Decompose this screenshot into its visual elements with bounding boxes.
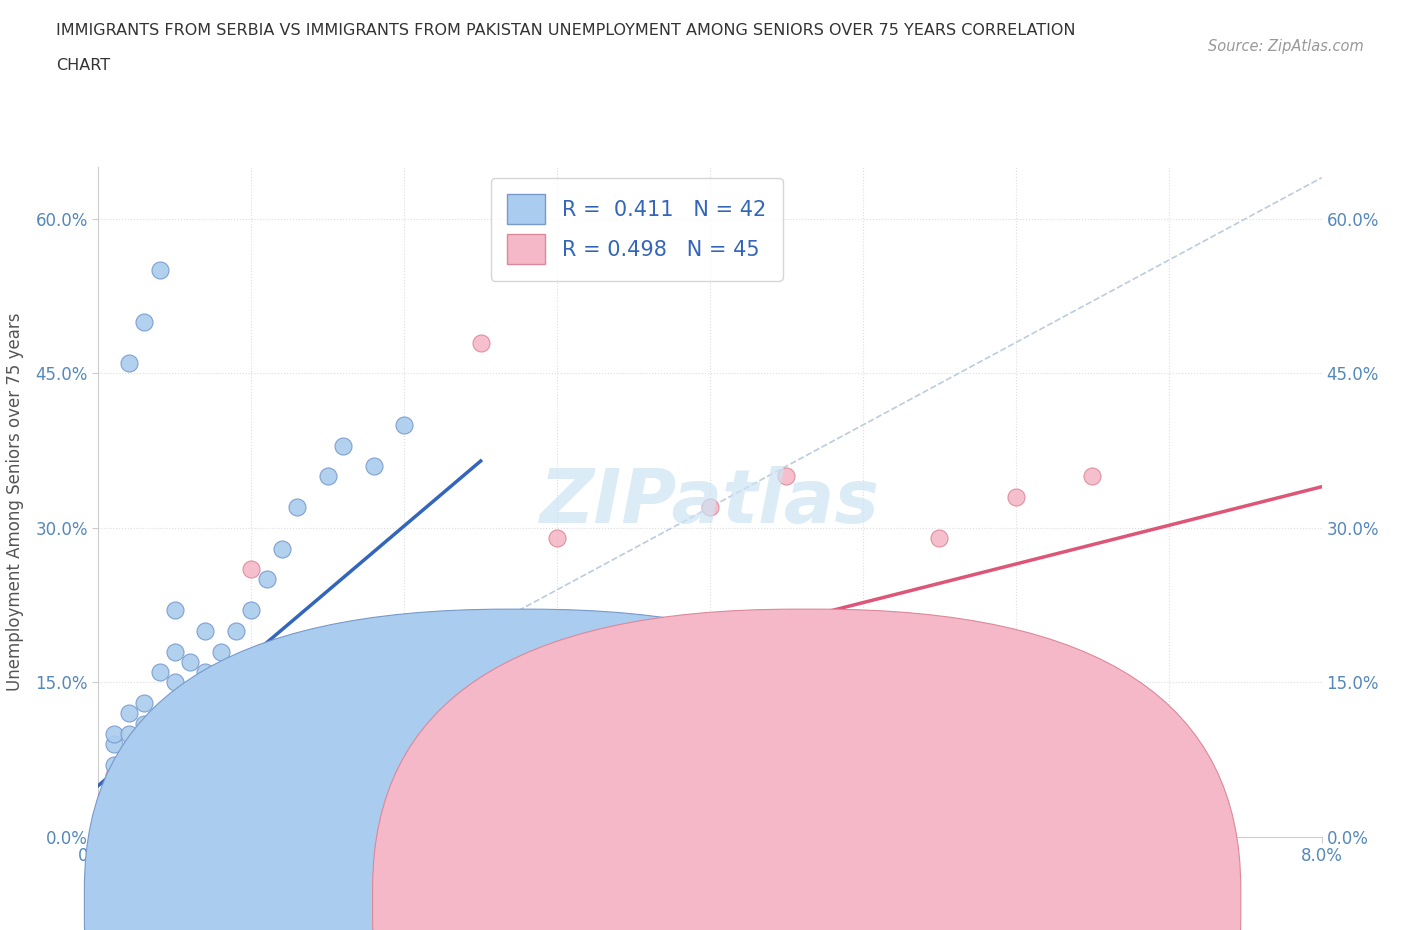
Point bbox=[1081, 469, 1104, 484]
Point bbox=[194, 696, 217, 711]
Point bbox=[270, 541, 294, 556]
Point bbox=[363, 696, 385, 711]
Point bbox=[775, 469, 797, 484]
Point bbox=[149, 665, 172, 680]
Point bbox=[256, 572, 278, 587]
Point bbox=[163, 706, 186, 721]
Point bbox=[163, 726, 186, 741]
Point bbox=[149, 726, 172, 741]
Point bbox=[501, 696, 523, 711]
Point bbox=[316, 706, 339, 721]
Point bbox=[134, 778, 156, 793]
Point bbox=[225, 665, 247, 680]
Point bbox=[240, 562, 263, 577]
Point bbox=[363, 458, 385, 473]
Point bbox=[149, 778, 172, 793]
Point bbox=[194, 665, 217, 680]
Point bbox=[134, 696, 156, 711]
Point bbox=[163, 737, 186, 751]
Point bbox=[118, 355, 141, 370]
Point bbox=[240, 716, 263, 731]
Point bbox=[103, 757, 125, 772]
Point bbox=[285, 685, 308, 700]
Point bbox=[118, 747, 141, 762]
Point bbox=[392, 675, 416, 690]
Text: Immigrants from Serbia: Immigrants from Serbia bbox=[548, 894, 745, 912]
Point bbox=[134, 747, 156, 762]
Point bbox=[103, 789, 125, 804]
Point bbox=[576, 623, 599, 638]
Point bbox=[225, 623, 247, 638]
Point bbox=[134, 757, 156, 772]
Point bbox=[194, 716, 217, 731]
Point bbox=[179, 655, 201, 670]
Point bbox=[134, 778, 156, 793]
Point bbox=[470, 685, 492, 700]
Point bbox=[209, 706, 232, 721]
Point bbox=[332, 685, 354, 700]
Point bbox=[118, 726, 141, 741]
Point bbox=[470, 335, 492, 350]
Point bbox=[316, 469, 339, 484]
Point bbox=[134, 314, 156, 329]
Point bbox=[256, 696, 278, 711]
Point bbox=[149, 706, 172, 721]
Point bbox=[270, 706, 294, 721]
Point bbox=[225, 726, 247, 741]
Text: ZIPatlas: ZIPatlas bbox=[540, 466, 880, 538]
Point bbox=[149, 757, 172, 772]
Point bbox=[118, 768, 141, 783]
Point bbox=[209, 644, 232, 659]
Point bbox=[149, 747, 172, 762]
Y-axis label: Unemployment Among Seniors over 75 years: Unemployment Among Seniors over 75 years bbox=[7, 313, 24, 691]
Text: CHART: CHART bbox=[56, 58, 110, 73]
Point bbox=[240, 603, 263, 618]
Point bbox=[285, 500, 308, 515]
Point bbox=[194, 623, 217, 638]
Point bbox=[179, 757, 201, 772]
Point bbox=[1004, 489, 1026, 504]
Point bbox=[392, 418, 416, 432]
Point bbox=[699, 500, 721, 515]
Point bbox=[118, 706, 141, 721]
Point bbox=[149, 737, 172, 751]
Point bbox=[928, 531, 950, 546]
Point bbox=[134, 768, 156, 783]
Point bbox=[209, 737, 232, 751]
Point bbox=[546, 531, 568, 546]
Point bbox=[332, 438, 354, 453]
Point bbox=[194, 747, 217, 762]
Point bbox=[134, 757, 156, 772]
Point bbox=[118, 768, 141, 783]
Text: Immigrants from Pakistan: Immigrants from Pakistan bbox=[837, 894, 1050, 912]
Point bbox=[134, 716, 156, 731]
Point bbox=[163, 675, 186, 690]
Text: Source: ZipAtlas.com: Source: ZipAtlas.com bbox=[1208, 39, 1364, 54]
Point bbox=[103, 778, 125, 793]
Point bbox=[163, 644, 186, 659]
Point bbox=[118, 757, 141, 772]
Point bbox=[118, 789, 141, 804]
Point bbox=[179, 716, 201, 731]
Point bbox=[163, 747, 186, 762]
Text: IMMIGRANTS FROM SERBIA VS IMMIGRANTS FROM PAKISTAN UNEMPLOYMENT AMONG SENIORS OV: IMMIGRANTS FROM SERBIA VS IMMIGRANTS FRO… bbox=[56, 23, 1076, 38]
Point bbox=[134, 737, 156, 751]
Point bbox=[423, 655, 446, 670]
Point bbox=[179, 685, 201, 700]
Point bbox=[103, 768, 125, 783]
Point bbox=[103, 726, 125, 741]
Point bbox=[163, 603, 186, 618]
Point bbox=[209, 685, 232, 700]
Point bbox=[163, 768, 186, 783]
Legend: R =  0.411   N = 42, R = 0.498   N = 45: R = 0.411 N = 42, R = 0.498 N = 45 bbox=[491, 178, 783, 281]
Point bbox=[623, 655, 645, 670]
Point bbox=[118, 778, 141, 793]
Point bbox=[149, 263, 172, 278]
Point bbox=[179, 737, 201, 751]
Point bbox=[103, 737, 125, 751]
